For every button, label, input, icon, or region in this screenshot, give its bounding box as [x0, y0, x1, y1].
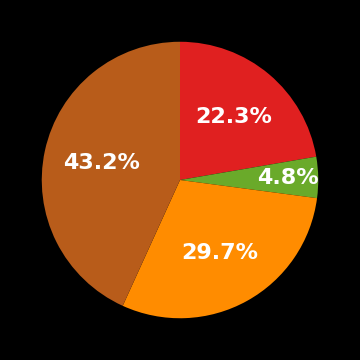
Wedge shape	[180, 42, 316, 180]
Wedge shape	[42, 42, 180, 306]
Text: 29.7%: 29.7%	[182, 243, 259, 262]
Text: 22.3%: 22.3%	[195, 107, 272, 127]
Wedge shape	[180, 157, 318, 198]
Text: 43.2%: 43.2%	[63, 153, 140, 173]
Text: 4.8%: 4.8%	[257, 168, 319, 188]
Wedge shape	[123, 180, 317, 318]
